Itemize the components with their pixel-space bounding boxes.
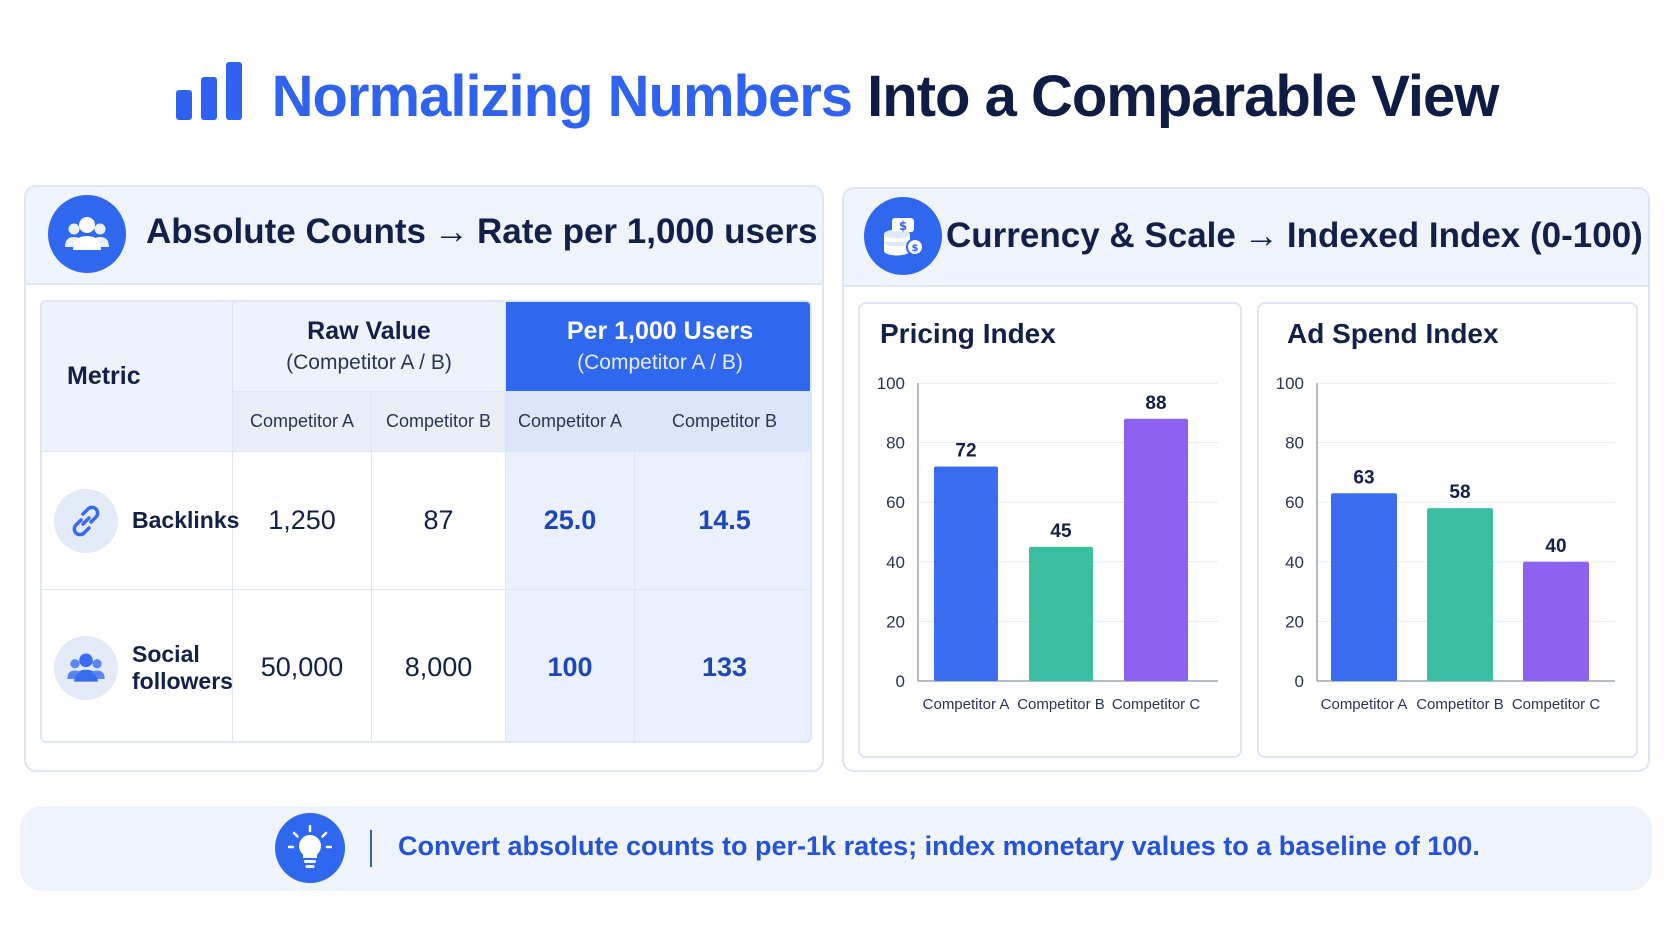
x-tick-label: Competitor A — [1321, 696, 1408, 713]
footer-tip: Convert absolute counts to per-1k rates;… — [20, 806, 1652, 891]
raw-value-label: Raw Value — [307, 317, 431, 346]
pricing-index-chart: Pricing Index 0 20 40 60 80 100 72 Competitor A… — [858, 302, 1242, 758]
page-title: Normalizing Numbers Into a Comparable Vi… — [0, 60, 1672, 130]
y-tick-label: 0 — [896, 672, 905, 691]
raw-b-social: 8,000 — [372, 590, 506, 741]
bar-value-label: 72 — [955, 440, 976, 461]
pricing-index-svg: 0 20 40 60 80 100 72 Competitor A 45 Competitor B… — [877, 374, 1218, 713]
bar — [1124, 418, 1188, 681]
svg-text:$: $ — [912, 243, 919, 254]
svg-text:$: $ — [899, 219, 907, 233]
rate-b-social: 133 — [635, 590, 810, 741]
subheader-raw-b: Competitor B — [372, 392, 506, 452]
rate-b-backlinks: 14.5 — [635, 452, 810, 590]
y-tick-label: 0 — [1295, 672, 1304, 691]
metric-social-followers: Social followers — [132, 641, 233, 694]
panel-title-suffix: Indexed Index (0-100) — [1286, 216, 1643, 255]
x-tick-label: Competitor A — [923, 696, 1010, 713]
ad-spend-index-svg: 0 20 40 60 80 100 63 Competitor A 58 Competitor B… — [1276, 374, 1615, 713]
per-1000-sub: (Competitor A / B) — [577, 351, 743, 375]
raw-value-sub: (Competitor A / B) — [286, 351, 452, 375]
metric-header-label: Metric — [67, 362, 141, 390]
users-icon — [54, 635, 118, 700]
panel-title: Currency & Scale → Indexed Index (0-100) — [946, 216, 1643, 256]
y-tick-label: 60 — [1285, 493, 1304, 512]
footer-divider — [370, 830, 372, 867]
metric-backlinks: Backlinks — [132, 507, 240, 534]
x-tick-label: Competitor B — [1416, 696, 1504, 713]
chart-title: Pricing Index — [880, 318, 1056, 349]
ad-spend-index-chart: Ad Spend Index 0 20 40 60 80 100 63 Competitor … — [1257, 302, 1638, 758]
bar-value-label: 63 — [1353, 467, 1374, 488]
x-tick-label: Competitor B — [1017, 696, 1105, 713]
panel-title-main: Absolute Counts — [146, 212, 426, 251]
table-row-social-followers: Social followers — [42, 590, 233, 741]
x-tick-label: Competitor C — [1112, 696, 1201, 713]
bar — [1523, 561, 1589, 681]
y-tick-label: 60 — [886, 493, 905, 512]
y-tick-label: 80 — [886, 434, 905, 453]
panel-header: $ $ Currency & Scale → Indexed Index (0-10… — [844, 189, 1648, 287]
y-tick-label: 100 — [877, 374, 905, 393]
bar-value-label: 40 — [1545, 536, 1566, 557]
users-icon — [48, 195, 126, 273]
title-accent: Normalizing Numbers — [271, 64, 853, 129]
per-1000-header: Per 1,000 Users (Competitor A / B) — [506, 302, 810, 392]
table-row-backlinks: Backlinks — [42, 452, 239, 590]
x-tick-label: Competitor C — [1512, 696, 1601, 713]
panel-title-suffix: Rate per 1,000 users — [476, 212, 818, 251]
y-tick-label: 100 — [1276, 374, 1304, 393]
raw-b-backlinks: 87 — [372, 452, 506, 590]
currency-scale-panel: $ $ Currency & Scale → Indexed Index (0-10… — [842, 187, 1650, 772]
chart-title: Ad Spend Index — [1287, 318, 1499, 349]
metric-social-line1: Social — [132, 641, 200, 668]
subheader-rate-a: Competitor A — [506, 392, 635, 452]
link-icon — [54, 488, 118, 553]
y-tick-label: 80 — [1285, 434, 1304, 453]
absolute-counts-panel: Absolute Counts → Rate per 1,000 users Met… — [24, 185, 824, 772]
subheader-rate-b: Competitor B — [635, 392, 810, 452]
bar — [1331, 493, 1397, 681]
y-tick-label: 20 — [1285, 612, 1304, 631]
rate-a-social: 100 — [506, 590, 635, 741]
raw-value-header: Raw Value (Competitor A / B) — [233, 302, 506, 392]
panel-header: Absolute Counts → Rate per 1,000 users — [26, 187, 822, 285]
lightbulb-icon — [275, 813, 345, 883]
subheader-raw-a: Competitor A — [233, 392, 372, 452]
bar-value-label: 88 — [1145, 393, 1166, 414]
y-tick-label: 20 — [886, 612, 905, 631]
bar — [1427, 508, 1493, 681]
bar — [934, 466, 998, 681]
raw-a-social: 50,000 — [233, 590, 372, 741]
coins-icon: $ $ — [864, 197, 942, 275]
normalization-table: Metric Raw Value (Competitor A / B) Per … — [40, 300, 812, 743]
y-tick-label: 40 — [1285, 553, 1304, 572]
metric-header: Metric — [42, 302, 233, 452]
footer-text: Convert absolute counts to per-1k rates;… — [398, 831, 1480, 861]
arrow-icon: → — [433, 212, 469, 251]
arrow-icon: → — [1243, 216, 1279, 255]
metric-social-line2: followers — [132, 667, 233, 694]
per-1000-label: Per 1,000 Users — [566, 317, 754, 346]
bar-value-label: 58 — [1449, 482, 1470, 503]
y-tick-label: 40 — [886, 553, 905, 572]
raw-a-backlinks: 1,250 — [233, 452, 372, 590]
bar-chart-icon — [174, 60, 246, 122]
panel-title: Absolute Counts → Rate per 1,000 users — [146, 212, 817, 252]
title-rest: Into a Comparable View — [867, 64, 1499, 129]
rate-a-backlinks: 25.0 — [506, 452, 635, 590]
bar-value-label: 45 — [1050, 521, 1072, 542]
bar — [1029, 546, 1093, 681]
panel-title-main: Currency & Scale — [946, 216, 1236, 255]
